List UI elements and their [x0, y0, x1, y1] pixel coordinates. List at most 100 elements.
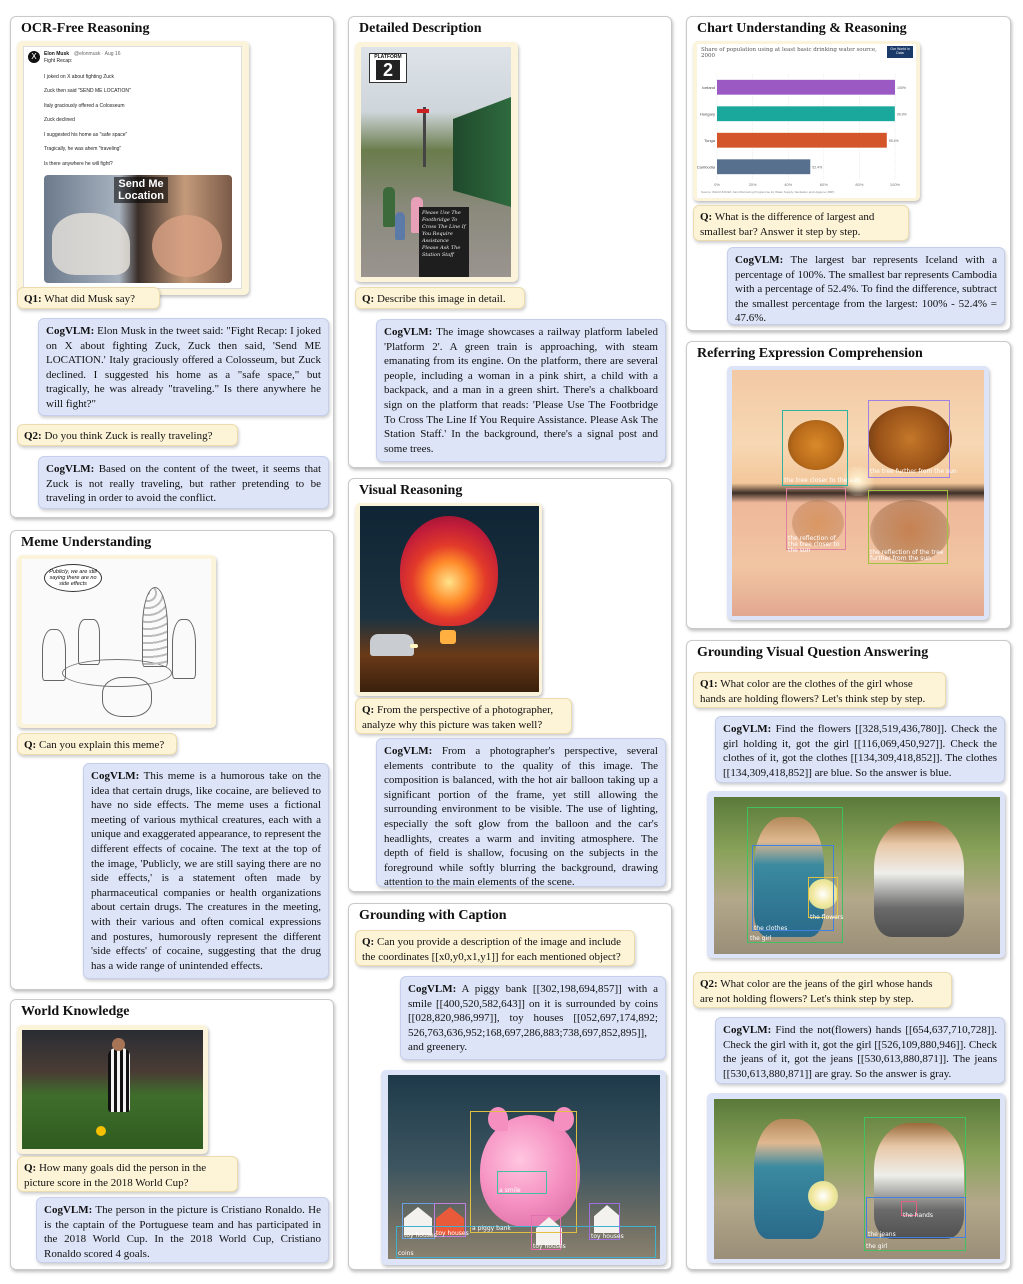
answer-bubble: CogVLM: From a photographer's perspectiv… — [376, 738, 666, 888]
bbox-hands — [901, 1201, 917, 1216]
x-tick-label: 20% — [749, 182, 757, 187]
question-label: Q: — [362, 936, 375, 948]
question-label: Q: — [24, 739, 37, 751]
piggy-ear — [488, 1107, 508, 1131]
panel-title: World Knowledge — [21, 1004, 130, 1019]
car — [370, 634, 414, 656]
answer-label: CogVLM: — [384, 326, 433, 338]
bbox-label-piggy: a piggy bank — [472, 1225, 511, 1232]
hot-air-balloon — [400, 516, 498, 626]
category-label: Cambodia — [697, 164, 716, 169]
question-bubble: Q: From the perspective of a photographe… — [355, 698, 572, 734]
answer-label: CogVLM: — [46, 463, 95, 475]
panel-ocr-free-reasoning: OCR-Free Reasoning X Elon Musk @elonmusk… — [10, 16, 334, 518]
player-head — [112, 1038, 125, 1051]
question-bubble: Q: What is the difference of largest and… — [693, 205, 909, 241]
chart-source: Source: WHO/UNICEF Joint Monitoring Prog… — [701, 190, 835, 194]
question-text: Describe this image in detail. — [376, 293, 506, 305]
car-headlight — [410, 644, 418, 648]
soccer-image-frame — [17, 1025, 208, 1154]
platform-sign-label: PLATFORM — [374, 54, 402, 60]
bbox-label: the reflection of the tree further from … — [870, 549, 944, 562]
answer-text: The largest bar represents Iceland with … — [735, 254, 997, 325]
answer-text: Find the not(flowers) hands [[654,637,71… — [723, 1024, 997, 1080]
piggy-ear — [554, 1107, 574, 1131]
cartoon-creature — [172, 619, 196, 679]
bbox-label-toy-houses: toy houses — [533, 1243, 566, 1250]
panel-title: Referring Expression Comprehension — [697, 346, 923, 361]
soccer-photo — [22, 1030, 203, 1149]
bar-chart: 0% 20% 40% 60% 80% 100% Iceland 100% Hungary 99.9… — [697, 74, 907, 187]
panel-title: Detailed Description — [359, 21, 482, 36]
question-label: Q: — [700, 211, 713, 223]
question-label: Q: — [362, 704, 375, 716]
x-tick-label: 0% — [714, 182, 720, 187]
panel-title: Grounding with Caption — [359, 908, 507, 923]
bbox-tree-near — [782, 410, 848, 486]
question-bubble: Q1: What color are the clothes of the gi… — [693, 672, 946, 708]
question-text: What is the difference of largest and sm… — [700, 211, 875, 238]
bbox-label: the jeans — [868, 1231, 896, 1238]
question-text: What color are the clothes of the girl w… — [700, 678, 926, 705]
answer-label: CogVLM: — [46, 325, 95, 337]
girl-right — [874, 1123, 964, 1239]
person — [395, 212, 405, 240]
x-tick-label: 40% — [784, 182, 792, 187]
bbox-label: the clothes — [754, 925, 788, 932]
train-photo: PLATFORM 2 Please Use The Footbridge To … — [361, 47, 511, 277]
meme-text: Send Me Location — [114, 177, 168, 203]
girls-image-frame-2: the hands the jeans the girl — [707, 1093, 1005, 1263]
panel-chart-understanding: Chart Understanding & Reasoning Share of… — [686, 16, 1011, 331]
cartoon-image: Publicly, we are still saying there are … — [22, 559, 211, 724]
signal-post — [423, 107, 426, 167]
panel-visual-reasoning: Visual Reasoning Q: From the perspective… — [348, 478, 672, 892]
category-label: Iceland — [702, 85, 715, 90]
tree-near-sun — [788, 420, 844, 470]
panel-title: Visual Reasoning — [359, 483, 463, 498]
answer-text: The person in the picture is Cristiano R… — [44, 1204, 321, 1260]
balloon-basket — [440, 630, 456, 644]
girl-left — [754, 1119, 824, 1239]
question-bubble: Q: Can you provide a description of the … — [355, 930, 635, 966]
question-label: Q2: — [24, 430, 42, 442]
bbox-toy-house — [434, 1203, 466, 1237]
tweet-image-frame: X Elon Musk @elonmusk · Aug 16 Fight Rec… — [17, 41, 249, 295]
value-label: 95.4% — [889, 139, 899, 143]
chalkboard-text: Please Use The Footbridge To Cross The L… — [422, 210, 466, 258]
answer-label: CogVLM: — [723, 723, 772, 735]
chart-title: Share of population using at least basic… — [701, 47, 877, 59]
question-text: What color are the jeans of the girl who… — [700, 978, 933, 1005]
question-label: Q: — [362, 293, 375, 305]
question-text: From the perspective of a photographer, … — [362, 704, 554, 731]
tweet-line: Tragically, he was ahem "traveling" — [44, 146, 122, 152]
bar-iceland — [717, 79, 895, 95]
chart-image: Share of population using at least basic… — [697, 44, 916, 198]
bar-tonga — [717, 132, 887, 148]
flowers — [808, 1181, 838, 1211]
answer-text: Elon Musk in the tweet said: "Fight Reca… — [46, 325, 321, 410]
bbox-label: the girl — [750, 935, 772, 942]
tree-photo: the tree closer to the sun the tree furt… — [732, 370, 984, 616]
answer-bubble: CogVLM: This meme is a humorous take on … — [83, 763, 329, 979]
tweet-line: Zuck then said "SEND ME LOCATION" — [44, 88, 131, 94]
bbox-smile — [497, 1171, 547, 1194]
answer-label: CogVLM: — [723, 1024, 772, 1036]
player-figure — [108, 1048, 130, 1112]
panel-referring-expression: Referring Expression Comprehension the t… — [686, 341, 1011, 629]
tweet-photo: Send Me Location — [44, 175, 232, 283]
bbox-label: the reflection of the tree closer to the… — [788, 535, 840, 554]
train-image-frame: PLATFORM 2 Please Use The Footbridge To … — [355, 42, 518, 282]
value-label: 52.4% — [812, 165, 822, 169]
panel-title: OCR-Free Reasoning — [21, 21, 150, 36]
bbox-label-coins: coins — [398, 1250, 414, 1257]
piggy-image-frame: a smile a piggy bank toy houses toy hous… — [381, 1070, 666, 1265]
panel-title: Grounding Visual Question Answering — [697, 645, 929, 660]
tweet-screenshot: X Elon Musk @elonmusk · Aug 16 Fight Rec… — [23, 46, 242, 289]
sun-glow — [838, 466, 878, 496]
balloon-image-frame — [355, 503, 542, 696]
question-bubble: Q: How many goals did the person in the … — [17, 1156, 238, 1192]
bbox-label: the flowers — [810, 914, 844, 921]
question-text: Can you explain this meme? — [38, 739, 165, 751]
fighters-right — [152, 215, 222, 277]
question-bubble: Q1: What did Musk say? — [17, 287, 160, 309]
